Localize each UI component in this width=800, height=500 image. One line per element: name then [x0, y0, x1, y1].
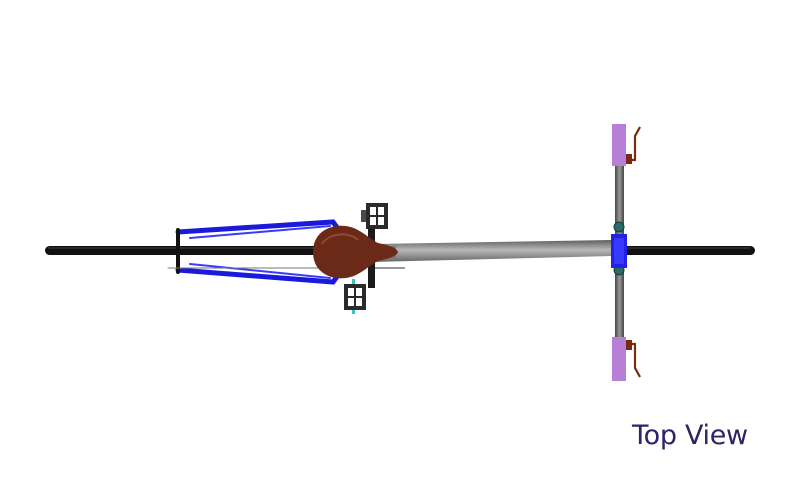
handlebar	[611, 124, 641, 381]
view-label: Top View	[632, 420, 748, 451]
bottom-grip	[612, 337, 626, 381]
front-wheel	[604, 246, 755, 255]
rear-wheel	[45, 246, 337, 255]
top-tube	[372, 240, 612, 262]
left-pedal	[344, 279, 366, 314]
right-pedal	[361, 203, 388, 229]
frame	[366, 240, 612, 269]
saddle	[313, 225, 398, 279]
rear-tire	[45, 246, 337, 255]
top-grip	[612, 124, 626, 166]
